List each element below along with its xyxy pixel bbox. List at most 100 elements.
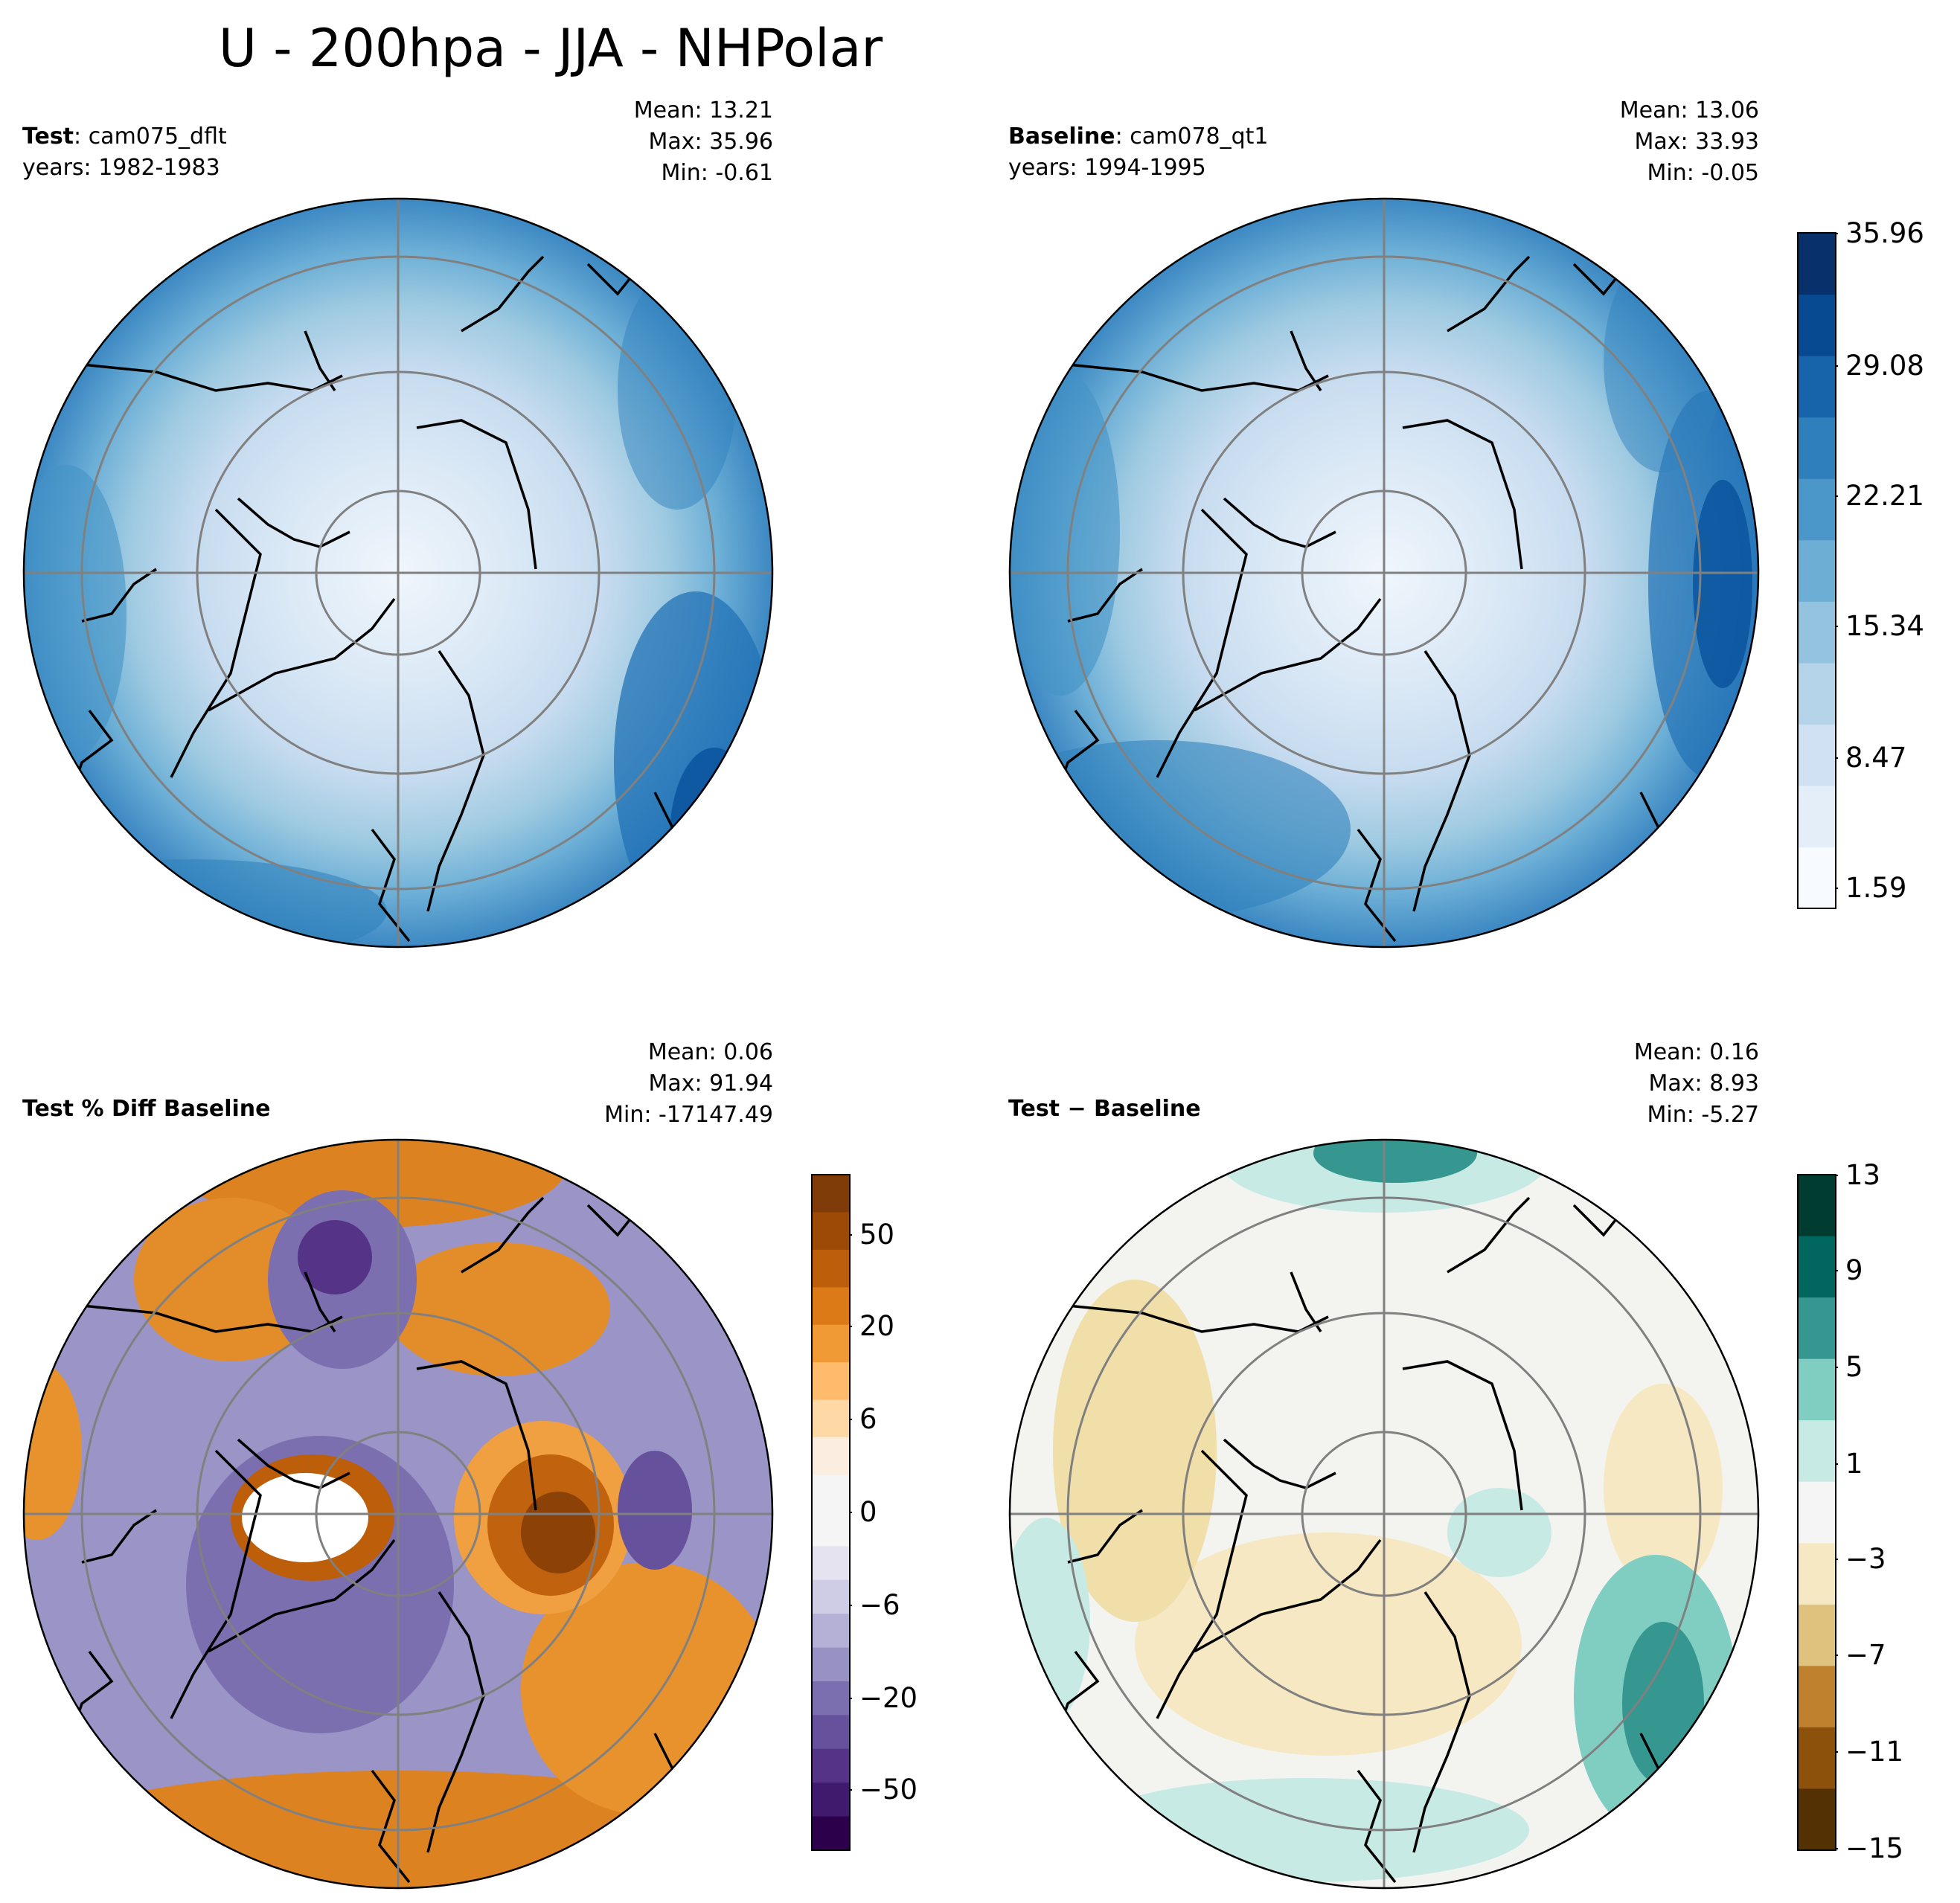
pctdiff-min: Min: -17147.49 [604, 1102, 773, 1128]
colorbar-band [812, 1437, 850, 1476]
pctdiff-max: Max: 91.94 [648, 1071, 773, 1097]
baseline-label-sep: : [1115, 123, 1130, 150]
colorbar-band [812, 1647, 850, 1682]
colorbar-band [812, 1579, 850, 1614]
test-years: years: 1982-1983 [22, 155, 220, 181]
colorbar-band [1798, 1358, 1836, 1421]
colorbar-band [1798, 1420, 1836, 1483]
pct-cbar-tick: 50 [859, 1219, 895, 1251]
colorbar-band [812, 1816, 850, 1851]
colorbar-band [812, 1362, 850, 1401]
diff-cbar-tick: −15 [1845, 1832, 1904, 1864]
colorbar-band [1798, 1666, 1836, 1728]
main-colorbar [1797, 232, 1838, 909]
colorbar-band [1798, 1788, 1836, 1851]
diff-stats: Mean: 0.16 Max: 8.93 Min: -5.27 [1634, 1037, 1759, 1131]
colorbar-band [1798, 294, 1836, 356]
colorbar-band [1798, 478, 1836, 541]
colorbar-band [1798, 662, 1836, 725]
test-polar-map [22, 197, 774, 949]
main-cbar-tick: 1.59 [1845, 872, 1907, 904]
main-cbar-tick: 22.21 [1845, 480, 1924, 512]
colorbar-band [1798, 356, 1836, 418]
colorbar-band [812, 1715, 850, 1750]
colorbar-band [812, 1748, 850, 1783]
diff-cbar-tick: −3 [1845, 1543, 1886, 1575]
baseline-years: years: 1994-1995 [1008, 155, 1206, 181]
test-panel-label: Test: cam075_dflt years: 1982-1983 [22, 121, 227, 184]
colorbar-band [1798, 1297, 1836, 1360]
colorbar-band [1798, 1481, 1836, 1544]
baseline-min: Min: -0.05 [1647, 160, 1760, 186]
colorbar-band [1798, 1175, 1836, 1237]
colorbar-band [812, 1614, 850, 1649]
colorbar-band [812, 1175, 850, 1213]
colorbar-band [1798, 1543, 1836, 1605]
pct-cbar-tick: 20 [859, 1310, 895, 1342]
diff-panel-label: Test − Baseline [1008, 1094, 1201, 1125]
colorbar-band [1798, 724, 1836, 786]
colorbar-band [812, 1474, 850, 1513]
main-cbar-tick: 35.96 [1845, 217, 1924, 249]
pctdiff-polar-map [22, 1138, 774, 1890]
diff-cbar-tick: 5 [1845, 1351, 1863, 1383]
baseline-panel-label: Baseline: cam078_qt1 years: 1994-1995 [1008, 121, 1269, 184]
pct-cbar-tick: 0 [859, 1496, 877, 1528]
test-label-bold: Test [22, 123, 74, 150]
colorbar-band [812, 1512, 850, 1547]
colorbar-band [812, 1546, 850, 1581]
diff-colorbar [1797, 1174, 1838, 1851]
diff-polar-map [1008, 1138, 1760, 1890]
baseline-case-name: cam078_qt1 [1130, 123, 1269, 150]
pctdiff-label-bold: Test % Diff Baseline [22, 1096, 271, 1122]
test-min: Min: -0.61 [661, 160, 774, 186]
diff-cbar-tick: 9 [1845, 1254, 1863, 1286]
pct-cbar-tick: −6 [859, 1589, 900, 1621]
pct-cbar-tick: 6 [859, 1403, 877, 1435]
main-cbar-tick: 8.47 [1845, 742, 1907, 774]
test-label-sep: : [74, 123, 89, 150]
baseline-mean: Mean: 13.06 [1619, 97, 1759, 123]
diff-min: Min: -5.27 [1647, 1102, 1760, 1128]
figure-title: U - 200hpa - JJA - NHPolar [218, 18, 883, 79]
diff-cbar-tick: 13 [1845, 1159, 1881, 1191]
colorbar-band [1798, 847, 1836, 909]
colorbar-band [1798, 1604, 1836, 1666]
diff-label-bold: Test − Baseline [1008, 1096, 1201, 1122]
main-cbar-tick: 15.34 [1845, 610, 1924, 642]
colorbar-band [812, 1782, 850, 1817]
pctdiff-mean: Mean: 0.06 [647, 1039, 773, 1065]
colorbar-band [1798, 1236, 1836, 1298]
diff-max: Max: 8.93 [1648, 1071, 1759, 1097]
colorbar-band [1798, 417, 1836, 479]
colorbar-band [1798, 1727, 1836, 1790]
baseline-stats: Mean: 13.06 Max: 33.93 Min: -0.05 [1620, 95, 1759, 189]
test-stats: Mean: 13.21 Max: 35.96 Min: -0.61 [634, 95, 773, 189]
baseline-polar-map [1008, 197, 1760, 949]
pctdiff-panel-label: Test % Diff Baseline [22, 1094, 271, 1125]
main-cbar-tick: 29.08 [1845, 350, 1924, 382]
colorbar-band [1798, 785, 1836, 848]
diff-cbar-tick: 1 [1845, 1448, 1863, 1480]
colorbar-band [812, 1287, 850, 1326]
colorbar-band [812, 1324, 850, 1363]
test-mean: Mean: 13.21 [633, 97, 773, 123]
colorbar-band [812, 1399, 850, 1438]
pct-cbar-tick: −20 [859, 1682, 918, 1714]
colorbar-band [1798, 539, 1836, 602]
baseline-label-bold: Baseline [1008, 123, 1115, 150]
pct-cbar-tick: −50 [859, 1774, 918, 1806]
pctdiff-colorbar [811, 1174, 852, 1851]
pctdiff-stats: Mean: 0.06 Max: 91.94 Min: -17147.49 [604, 1037, 773, 1131]
colorbar-band [812, 1249, 850, 1288]
colorbar-band [812, 1212, 850, 1251]
diff-mean: Mean: 0.16 [1633, 1039, 1759, 1065]
test-case-name: cam075_dflt [88, 123, 227, 150]
diff-cbar-tick: −7 [1845, 1639, 1886, 1671]
test-max: Max: 35.96 [648, 129, 773, 155]
colorbar-band [1798, 601, 1836, 664]
colorbar-band [812, 1681, 850, 1716]
diff-cbar-tick: −11 [1845, 1736, 1904, 1768]
colorbar-band [1798, 233, 1836, 295]
baseline-max: Max: 33.93 [1634, 129, 1759, 155]
